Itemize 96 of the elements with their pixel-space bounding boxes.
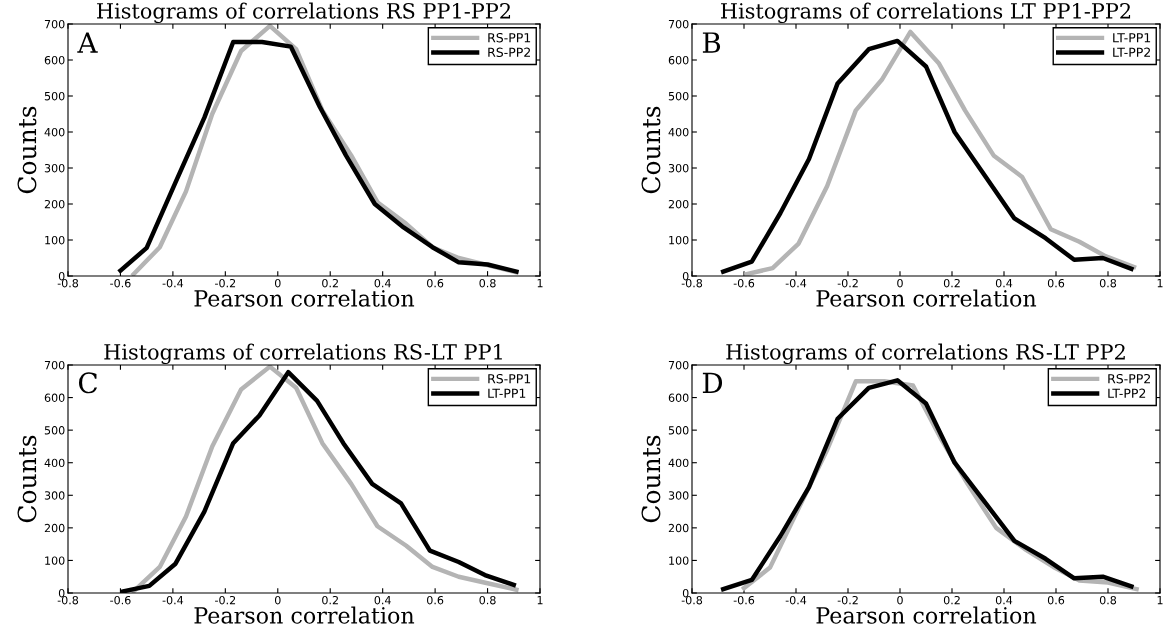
x-tick-label: 0.6	[1047, 595, 1065, 605]
x-tick-label: 0	[897, 278, 903, 288]
x-tick-label: 0.2	[943, 278, 960, 288]
x-tick-label: -0.6	[733, 278, 755, 288]
x-tick-label: 0	[274, 278, 281, 288]
x-tick-label: -0.6	[110, 278, 131, 288]
y-tick-label: 500	[44, 91, 65, 101]
x-tick-label: -0.4	[785, 278, 807, 288]
x-tick-label: 0.8	[1099, 278, 1117, 288]
x-tick-label: 0.2	[943, 595, 960, 605]
legend-label: RS-PP2	[488, 47, 530, 58]
y-tick-label: 100	[669, 556, 689, 565]
x-tick-label: 1	[1157, 279, 1163, 288]
x-tick-label: -0.4	[162, 595, 184, 605]
x-tick-label: -0.8	[681, 278, 703, 288]
y-tick-label: 0	[58, 588, 65, 598]
x-tick-label: 0.4	[995, 595, 1013, 605]
y-tick-label: 700	[668, 360, 689, 370]
x-tick-label: -0.2	[215, 278, 236, 288]
x-axis-title: Pearson correlation	[816, 606, 1037, 624]
legend-label: RS-PP2	[1108, 373, 1150, 384]
y-tick-label: 500	[668, 426, 689, 435]
y-tick-label: 100	[45, 556, 65, 565]
x-tick-label: 0.8	[479, 278, 496, 288]
y-tick-label: 400	[44, 458, 65, 468]
chart-title: Histograms of correlations LT PP1-PP2	[721, 2, 1131, 24]
annotation: A	[77, 32, 98, 53]
x-tick-label: 0.2	[322, 278, 338, 288]
x-tick-label: -0.4	[162, 278, 184, 288]
y-tick-label: 600	[44, 55, 65, 65]
y-tick-label: 100	[669, 235, 689, 245]
x-tick-label: -0.4	[785, 595, 807, 605]
y-tick-label: 400	[668, 458, 689, 468]
legend-label: LT-PP2	[1108, 388, 1146, 398]
y-tick-label: 300	[44, 491, 65, 500]
y-tick-label: 200	[44, 523, 65, 533]
legend-label: LT-PP1	[1113, 33, 1151, 43]
y-tick-label: 400	[44, 127, 65, 137]
x-tick-label: -0.6	[110, 595, 131, 605]
annotation: C	[79, 372, 98, 394]
chart-title: Histograms of correlations RS-LT PP1	[104, 343, 502, 365]
x-tick-label: 1	[537, 279, 543, 288]
y-tick-label: 400	[668, 127, 689, 137]
y-tick-label: 500	[668, 91, 689, 101]
legend-label: RS-PP1	[488, 32, 531, 43]
legend-label: LT-PP2	[1113, 47, 1150, 57]
legend-label: LT-PP1	[488, 388, 526, 398]
x-tick-label: -0.2	[837, 278, 858, 288]
chart-title: Histograms of correlations RS-LT PP2	[726, 343, 1125, 365]
x-tick-label: 0.4	[995, 278, 1013, 288]
y-axis-title: Counts	[641, 435, 661, 523]
x-tick-label: -0.2	[837, 595, 858, 605]
chart-title: Histograms of correlations RS PP1-PP2	[97, 2, 511, 24]
y-tick-label: 500	[44, 426, 65, 435]
x-tick-label: -0.6	[733, 595, 755, 605]
x-tick-label: 0.2	[322, 595, 338, 605]
x-tick-label: 0	[274, 595, 281, 605]
y-tick-label: 0	[682, 271, 689, 281]
x-tick-label: 1	[537, 596, 543, 605]
y-tick-label: 200	[44, 199, 65, 209]
x-tick-label: 0.6	[427, 595, 444, 605]
y-axis-title: Counts	[17, 106, 37, 194]
annotation: D	[702, 372, 723, 393]
x-tick-label: -0.8	[57, 595, 79, 605]
x-tick-label: 0.8	[1099, 595, 1117, 605]
x-axis-title: Pearson correlation	[194, 606, 415, 624]
x-tick-label: 0.6	[427, 278, 444, 288]
x-axis-title: Pearson correlation	[816, 289, 1037, 307]
y-tick-label: 700	[668, 19, 689, 29]
x-tick-label: 0.4	[374, 278, 391, 288]
y-tick-label: 0	[682, 588, 689, 598]
x-tick-label: -0.8	[681, 595, 703, 605]
annotation: B	[702, 32, 721, 53]
x-axis-title: Pearson correlation	[194, 289, 415, 307]
y-axis-title: Counts	[641, 106, 661, 194]
y-tick-label: 100	[45, 235, 65, 245]
y-tick-label: 700	[44, 19, 65, 29]
y-tick-label: 600	[668, 393, 689, 402]
x-tick-label: 1	[1157, 596, 1163, 605]
y-tick-label: 700	[44, 360, 65, 370]
y-tick-label: 0	[58, 271, 65, 281]
y-tick-label: 300	[668, 163, 689, 173]
legend-label: RS-PP1	[488, 373, 531, 384]
y-tick-label: 600	[44, 393, 65, 402]
y-tick-label: 600	[668, 55, 689, 65]
y-tick-label: 300	[44, 163, 65, 173]
y-axis-title: Counts	[17, 435, 37, 523]
x-tick-label: 0.4	[374, 595, 391, 605]
x-tick-label: -0.2	[215, 595, 236, 605]
x-tick-label: 0.8	[479, 595, 496, 605]
x-tick-label: 0	[897, 595, 903, 605]
y-tick-label: 300	[668, 491, 689, 500]
x-tick-label: -0.8	[57, 278, 79, 288]
x-tick-label: 0.6	[1047, 278, 1065, 288]
y-tick-label: 200	[668, 523, 689, 533]
y-tick-label: 200	[668, 199, 689, 209]
